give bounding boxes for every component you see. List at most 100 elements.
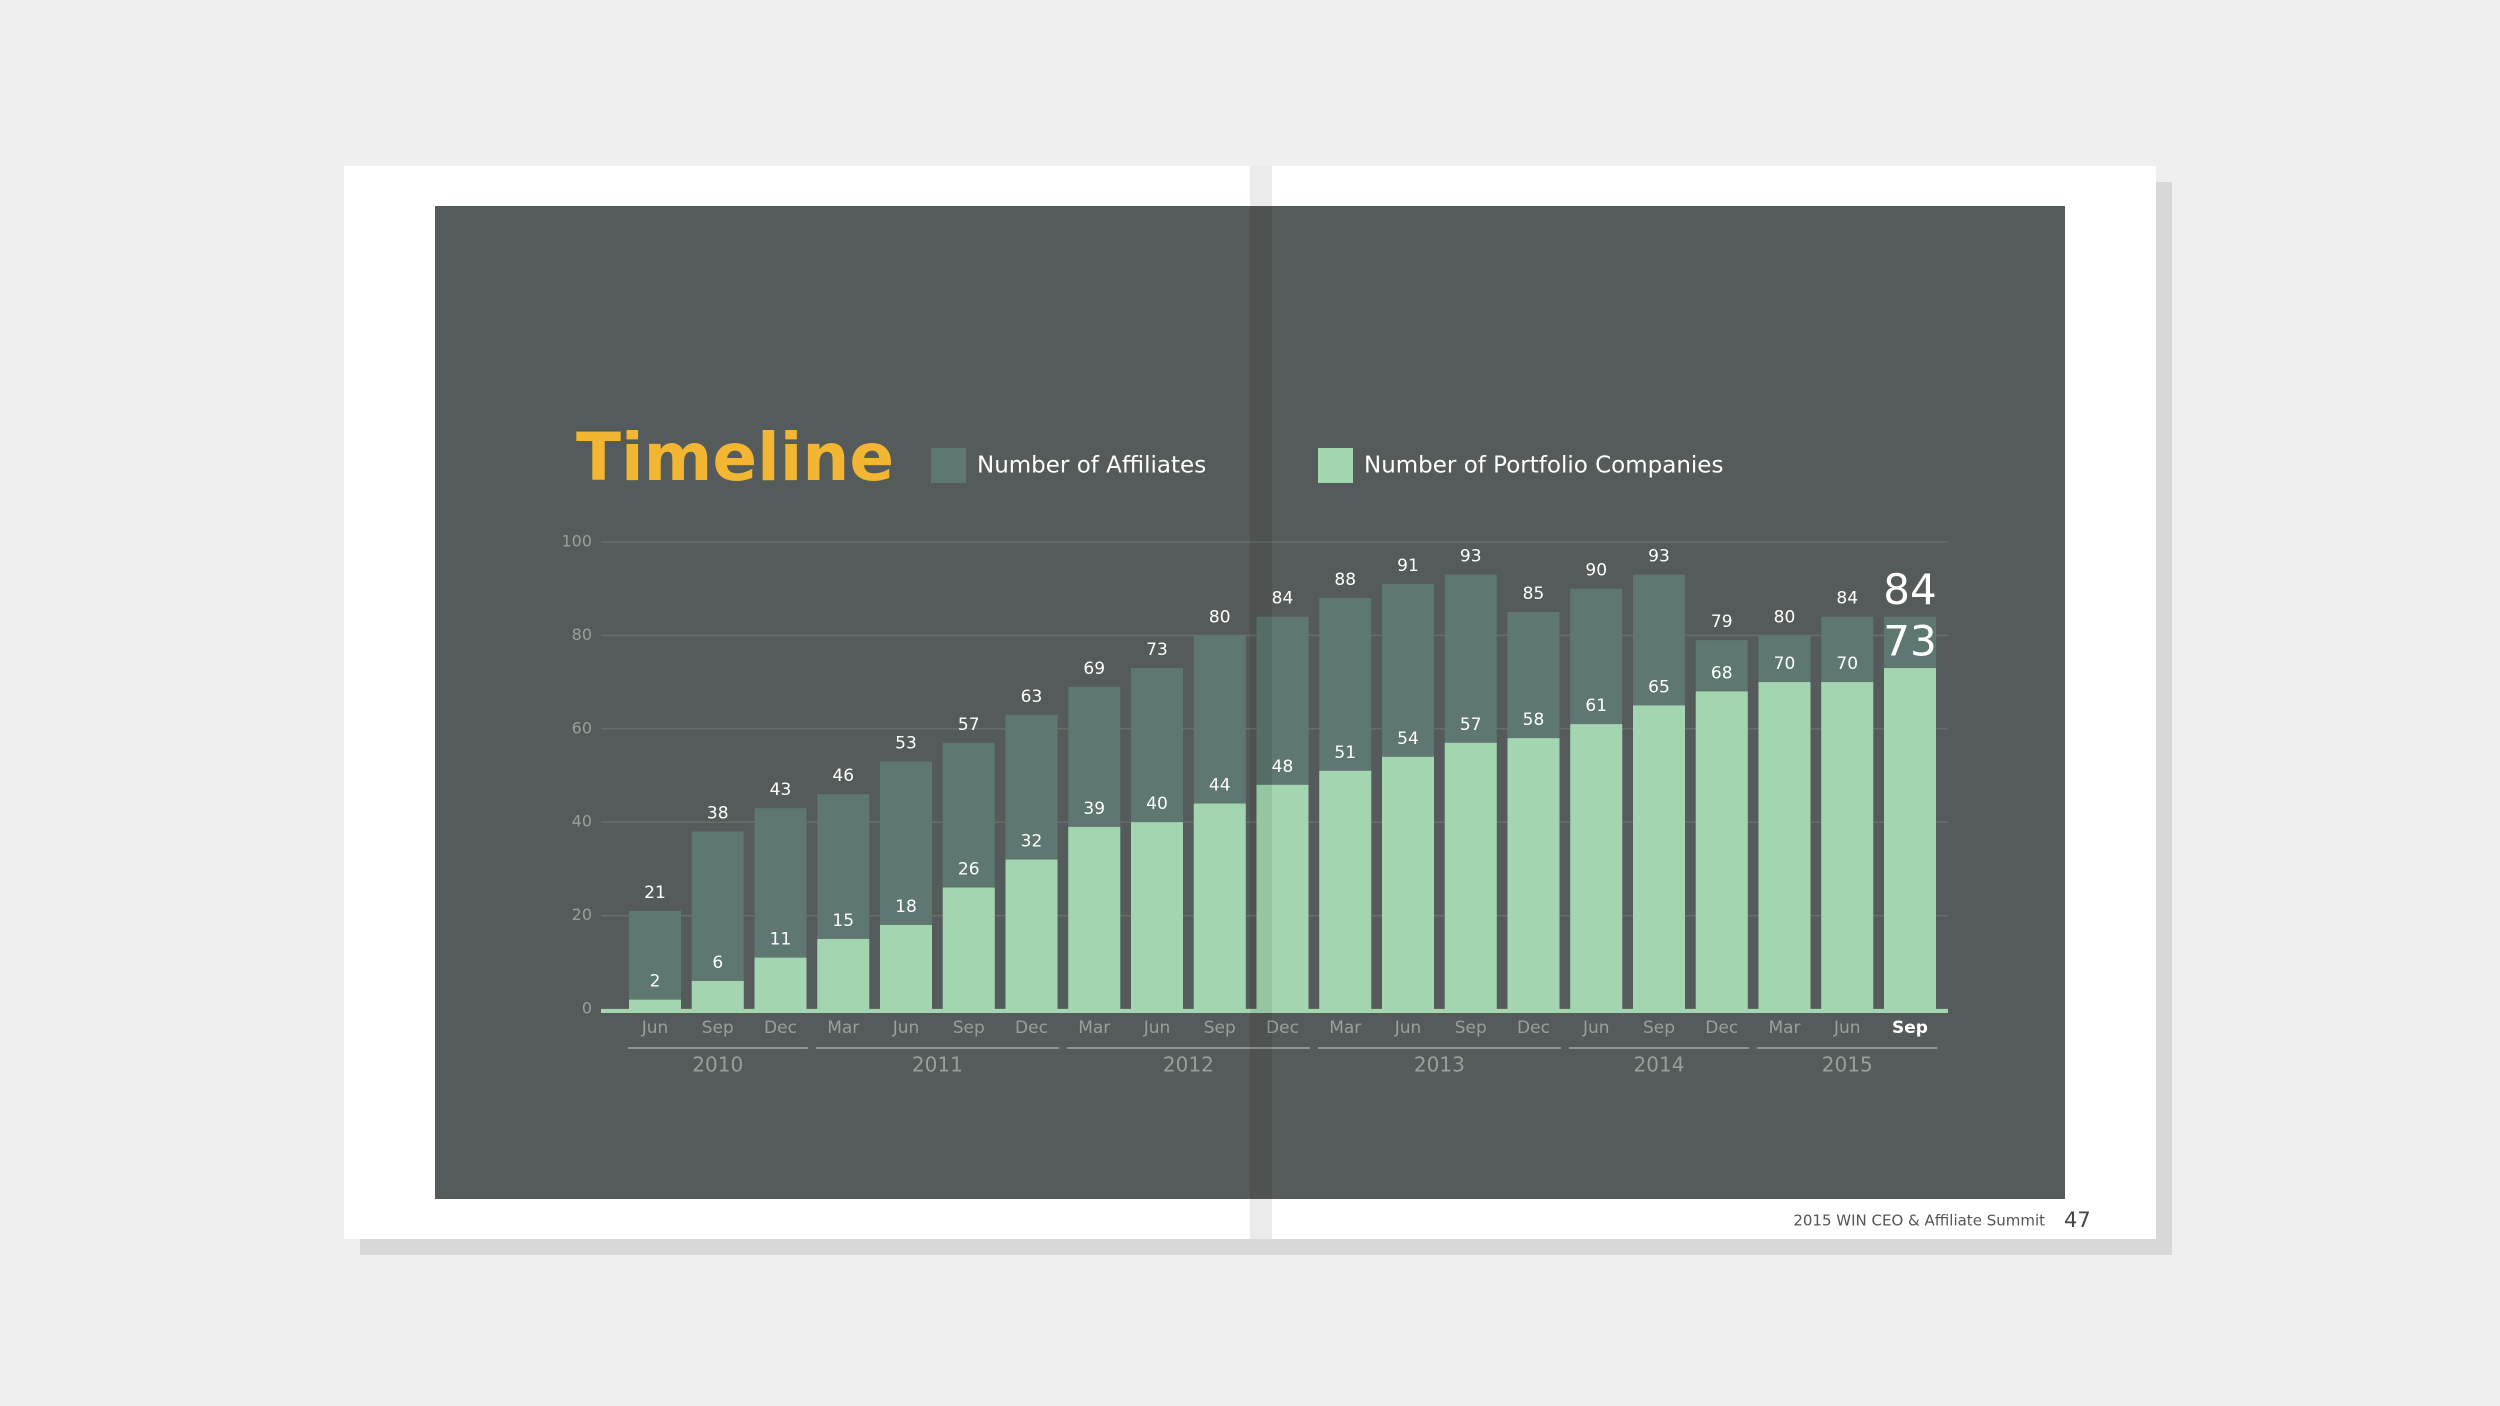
bar: [1821, 682, 1874, 1009]
value-label: 6: [712, 953, 723, 973]
value-label: 85: [1523, 584, 1545, 604]
bar: [1507, 738, 1560, 1009]
chart-title: Timeline: [576, 419, 894, 496]
value-label: 40: [1146, 794, 1168, 814]
y-tick-label: 40: [572, 812, 592, 831]
x-tick-label: Jun: [641, 1018, 669, 1038]
spine-shadow: [1250, 166, 1272, 1239]
value-label: 48: [1272, 757, 1294, 777]
value-label: 69: [1083, 659, 1105, 679]
x-tick-label: Mar: [827, 1018, 859, 1038]
y-tick-label: 20: [572, 905, 592, 924]
x-tick-label: Sep: [1455, 1018, 1487, 1038]
bar: [817, 938, 870, 1009]
x-tick-label: Dec: [1266, 1018, 1299, 1038]
x-tick-label: Sep: [702, 1018, 734, 1038]
value-label: 57: [1460, 715, 1482, 735]
year-label: 2014: [1634, 1053, 1685, 1077]
bar: [1444, 742, 1497, 1009]
x-tick-label: Sep: [1204, 1018, 1236, 1038]
bar: [1005, 859, 1058, 1009]
value-label: 65: [1648, 677, 1670, 697]
value-label: 73: [1883, 617, 1936, 666]
value-label: 63: [1021, 687, 1043, 707]
bar: [691, 831, 744, 1009]
page-number: 47: [2064, 1208, 2091, 1232]
bar: [1131, 822, 1183, 1009]
x-tick-label: Sep: [953, 1018, 985, 1038]
value-label: 58: [1523, 710, 1545, 730]
value-label: 53: [895, 733, 917, 753]
bar: [1695, 691, 1748, 1009]
value-label: 61: [1585, 696, 1607, 716]
legend-label: Number of Affiliates: [977, 453, 1206, 479]
x-tick-label: Jun: [1394, 1018, 1422, 1038]
value-label: 84: [1836, 589, 1858, 609]
value-label: 88: [1334, 570, 1356, 590]
year-label: 2012: [1163, 1053, 1214, 1077]
x-tick-label: Dec: [1015, 1018, 1048, 1038]
legend-swatch: [1318, 448, 1353, 483]
value-label: 18: [895, 897, 917, 917]
x-tick-label: Jun: [1833, 1018, 1861, 1038]
value-label: 93: [1648, 547, 1670, 567]
value-label: 68: [1711, 663, 1733, 683]
value-label: 93: [1460, 547, 1482, 567]
bar: [629, 910, 681, 1009]
value-label: 70: [1774, 654, 1796, 674]
value-label: 84: [1272, 589, 1294, 609]
legend-swatch: [931, 448, 966, 483]
value-label: 15: [832, 911, 854, 931]
bar: [1256, 784, 1309, 1009]
value-label: 39: [1083, 799, 1105, 819]
bar: [1068, 826, 1121, 1009]
year-label: 2013: [1414, 1053, 1465, 1077]
footer-text: 2015 WIN CEO & Affiliate Summit: [1793, 1212, 2045, 1230]
x-tick-label: Sep: [1892, 1018, 1928, 1038]
value-label: 2: [650, 972, 661, 992]
value-label: 46: [832, 766, 854, 786]
value-label: 44: [1209, 776, 1231, 796]
value-label: 21: [644, 883, 666, 903]
bar: [754, 957, 807, 1009]
x-tick-label: Dec: [764, 1018, 797, 1038]
bar: [1758, 682, 1811, 1009]
x-tick-label: Dec: [1705, 1018, 1738, 1038]
bar: [1193, 803, 1246, 1009]
y-tick-label: 0: [582, 999, 592, 1018]
value-label: 43: [770, 780, 792, 800]
value-label: 57: [958, 715, 980, 735]
bar: [880, 924, 932, 1009]
value-label: 70: [1836, 654, 1858, 674]
x-tick-label: Jun: [1143, 1018, 1171, 1038]
x-tick-label: Mar: [1078, 1018, 1110, 1038]
bar: [942, 887, 995, 1009]
value-label: 54: [1397, 729, 1419, 749]
x-tick-label: Dec: [1517, 1018, 1550, 1038]
year-label: 2015: [1822, 1053, 1873, 1077]
bar: [1382, 756, 1434, 1009]
y-tick-label: 80: [572, 625, 592, 644]
x-tick-label: Jun: [1582, 1018, 1610, 1038]
bar: [691, 980, 744, 1009]
value-label: 84: [1883, 565, 1936, 614]
bar: [1319, 770, 1372, 1009]
x-tick-label: Mar: [1329, 1018, 1361, 1038]
value-label: 26: [958, 860, 980, 880]
plot: 0 20 40 60 80 100 Number of Affiliates Number o…: [561, 448, 1948, 1077]
legend-label: Number of Portfolio Companies: [1364, 453, 1723, 479]
bar: [1633, 705, 1685, 1009]
value-label: 73: [1146, 640, 1168, 660]
year-label: 2011: [912, 1053, 963, 1077]
value-label: 79: [1711, 612, 1733, 632]
bar: [629, 999, 681, 1009]
value-label: 38: [707, 804, 729, 824]
value-label: 80: [1209, 607, 1231, 627]
value-label: 11: [770, 930, 792, 950]
value-label: 51: [1334, 743, 1356, 763]
value-label: 91: [1397, 556, 1419, 576]
y-tick-label: 60: [572, 718, 592, 737]
value-label: 90: [1585, 561, 1607, 581]
